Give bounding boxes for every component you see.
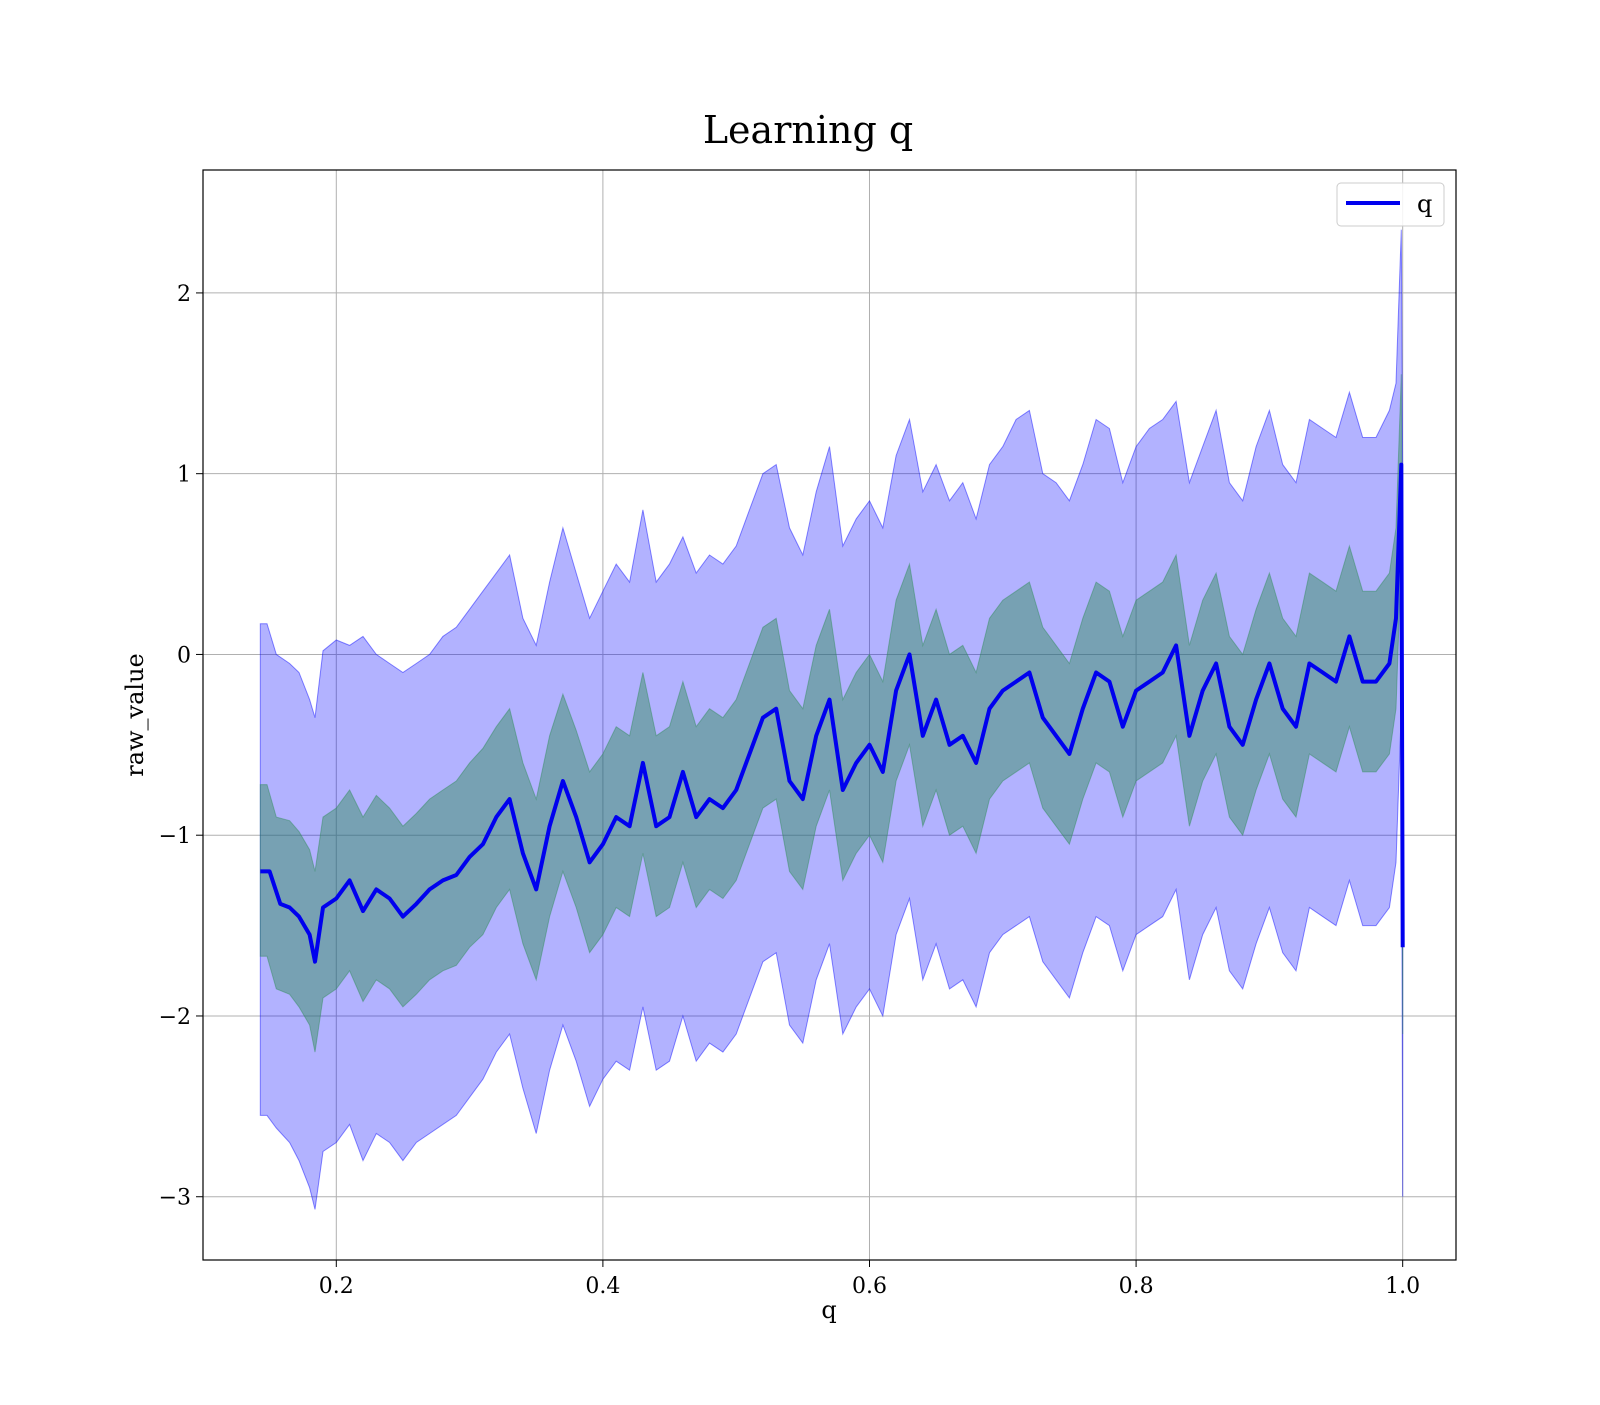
y-axis-label: raw_value <box>121 653 149 777</box>
legend: q <box>1336 182 1445 227</box>
y-tick-label: −3 <box>159 1186 191 1211</box>
x-axis-ticks: 0.2 0.4 0.6 0.8 1.0 <box>319 1260 1420 1299</box>
legend-label: q <box>1417 190 1432 218</box>
y-tick-label: 1 <box>177 463 191 488</box>
x-tick-label: 0.2 <box>319 1274 354 1299</box>
chart-title: Learning q <box>703 108 913 152</box>
x-tick-label: 0.8 <box>1119 1274 1154 1299</box>
x-tick-label: 1.0 <box>1385 1274 1420 1299</box>
y-axis-ticks: −3 −2 −1 0 1 2 <box>159 282 203 1211</box>
series-line-q <box>260 462 1405 964</box>
x-tick-label: 0.4 <box>585 1274 620 1299</box>
series-lines <box>260 462 1405 964</box>
y-tick-label: −2 <box>159 1005 191 1030</box>
y-tick-label: −1 <box>159 824 191 849</box>
x-tick-label: 0.6 <box>852 1274 887 1299</box>
x-axis-label: q <box>821 1296 836 1324</box>
plot-frame <box>202 169 1457 1261</box>
y-tick-label: 2 <box>177 282 191 307</box>
y-tick-label: 0 <box>177 643 191 668</box>
